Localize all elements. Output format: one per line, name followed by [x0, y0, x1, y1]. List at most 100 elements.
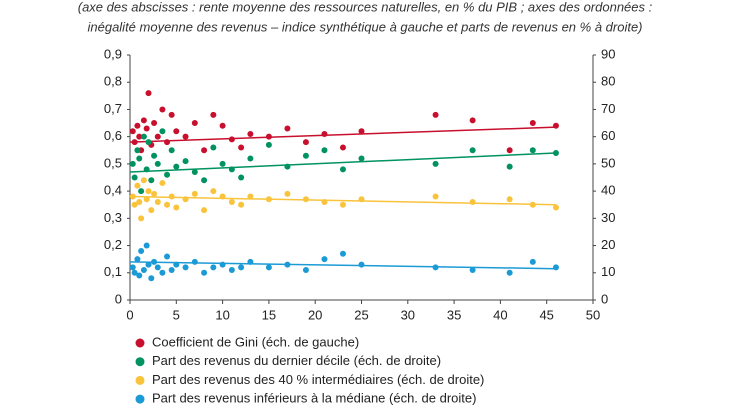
point	[358, 261, 365, 268]
point	[219, 122, 226, 129]
x-tick-label: 50	[586, 307, 600, 322]
point	[154, 264, 161, 271]
subtitle: inégalité moyenne des revenus – indice s…	[87, 19, 642, 34]
point	[506, 163, 513, 170]
point	[201, 207, 208, 214]
point	[138, 215, 145, 222]
point	[182, 158, 189, 165]
x-tick-label: 0	[126, 307, 133, 322]
y2-tick-label: 10	[601, 264, 615, 279]
point	[134, 147, 141, 154]
point	[339, 166, 346, 173]
point	[164, 171, 171, 178]
point	[182, 133, 189, 140]
point	[238, 174, 245, 181]
point	[469, 199, 476, 205]
point	[247, 130, 254, 137]
point	[136, 272, 143, 279]
point	[321, 147, 328, 154]
point	[265, 264, 272, 271]
x-tick-label: 15	[262, 307, 276, 322]
point	[210, 111, 217, 118]
point	[191, 169, 198, 176]
point	[191, 190, 198, 197]
y-tick-label: 0,7	[104, 101, 122, 116]
point	[134, 122, 141, 129]
x-tick-label: 45	[539, 307, 553, 322]
y2-tick-label: 40	[601, 183, 615, 198]
y2-tick-label: 0	[601, 291, 608, 306]
point	[151, 152, 158, 159]
point	[145, 261, 152, 268]
x-tick-label: 35	[447, 307, 461, 322]
point	[201, 177, 208, 184]
point	[506, 269, 513, 276]
legend-label: Coefficient de Gini (éch. de gauche)	[152, 334, 359, 349]
point	[247, 193, 254, 200]
point	[506, 147, 513, 154]
point	[432, 160, 439, 167]
legend-marker	[135, 375, 145, 385]
y2-tick-label: 70	[601, 101, 615, 116]
x-tick-label: 5	[173, 307, 180, 322]
legend-label: Part des revenus inférieurs à la médiane…	[152, 391, 476, 406]
legend-label: Part des revenus du dernier décile (éch.…	[152, 353, 441, 368]
point	[131, 174, 138, 181]
trend-line	[129, 195, 556, 206]
legend-label: Part des revenus des 40 % intermédiaires…	[152, 372, 484, 387]
point	[219, 160, 226, 167]
point	[136, 133, 143, 140]
point	[238, 144, 245, 151]
point	[136, 155, 143, 162]
point	[529, 120, 536, 127]
x-tick-label: 25	[354, 307, 368, 322]
point	[151, 120, 158, 127]
point	[140, 133, 147, 140]
point	[131, 269, 138, 276]
point	[138, 248, 145, 254]
point	[129, 160, 136, 167]
point	[552, 264, 559, 271]
point	[143, 196, 150, 203]
subtitle: (axe des abscisses : rente moyenne des r…	[78, 0, 653, 14]
point	[529, 258, 536, 265]
point	[168, 111, 175, 118]
point	[154, 133, 161, 140]
point	[143, 242, 150, 249]
legend-marker	[135, 338, 145, 348]
x-tick-label: 40	[493, 307, 507, 322]
point	[148, 275, 155, 282]
point	[148, 207, 155, 214]
point	[247, 155, 254, 162]
y-tick-label: 0	[115, 291, 122, 306]
point	[469, 147, 476, 154]
point	[339, 250, 346, 257]
trend-line	[129, 152, 556, 173]
point	[182, 264, 189, 271]
point	[201, 269, 208, 276]
point	[552, 204, 559, 211]
point	[201, 147, 208, 154]
point	[238, 264, 245, 271]
point	[140, 177, 147, 184]
point	[302, 152, 309, 159]
point	[191, 120, 198, 127]
y-tick-label: 0,3	[104, 210, 122, 225]
x-tick-label: 30	[401, 307, 415, 322]
point	[168, 147, 175, 154]
point	[145, 188, 152, 195]
trend-line	[129, 126, 556, 143]
point	[358, 128, 365, 135]
point	[265, 141, 272, 148]
point	[140, 117, 147, 124]
x-tick-label: 20	[308, 307, 322, 322]
y2-tick-label: 20	[601, 237, 615, 252]
y2-tick-label: 80	[601, 74, 615, 89]
point	[284, 125, 291, 132]
point	[154, 199, 161, 205]
legend-marker	[135, 357, 145, 367]
point	[469, 117, 476, 124]
point	[131, 201, 138, 208]
point	[506, 196, 513, 203]
y-tick-label: 0,5	[104, 155, 122, 170]
